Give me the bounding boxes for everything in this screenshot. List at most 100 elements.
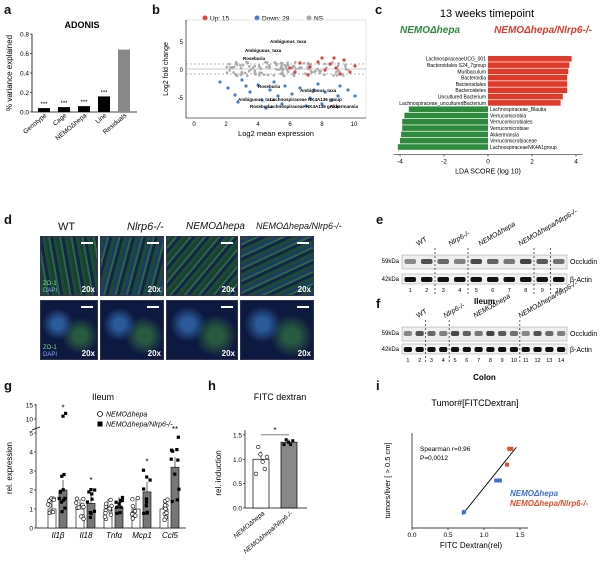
b-point-up (353, 64, 357, 68)
b-ytick: 0 (180, 68, 184, 74)
b-point-ns (323, 62, 327, 66)
b-annotation-0: Ambiguous_taxa (270, 39, 307, 44)
b-xtick: 2 (224, 122, 228, 128)
blot-band-occludin (439, 331, 448, 336)
blot-band-actin (427, 347, 436, 352)
b-point-ns (266, 61, 269, 64)
c-label-left-3: Verrucomicrobiae (490, 126, 529, 132)
g-point (170, 499, 174, 504)
g-point (177, 487, 181, 491)
b-point-down (308, 96, 312, 100)
western-blot-ileum: WT Nlrp6-/- NEMOΔhepa NEMOΔhepa/Nlrp6-/- 59k… (382, 208, 598, 306)
g-point (50, 510, 56, 515)
blot-band-occludin (486, 331, 495, 336)
g-point (59, 500, 64, 504)
b-point-ns (231, 65, 234, 69)
b-point-ns (232, 71, 235, 74)
g-point (88, 510, 92, 515)
blot-lane-3: 4 (442, 358, 445, 364)
g-point (164, 510, 169, 515)
c-title: 13 weeks timepoint (440, 8, 534, 20)
g-point (74, 500, 79, 505)
g-point (175, 447, 179, 452)
g-point (90, 497, 94, 501)
zoom-label: 20x (297, 349, 311, 358)
blot-band-actin (404, 277, 417, 282)
c-xtick-label: 0 (486, 159, 490, 166)
c-bar-right-2 (488, 68, 569, 75)
d-col-wt: WT (58, 221, 76, 233)
a-ytick-label: 0.4 (20, 71, 29, 78)
b-point-ns (310, 71, 314, 74)
blot-lane-3: 4 (458, 288, 461, 294)
b-point-ns (258, 71, 262, 75)
panel-a-label: a (4, 2, 12, 17)
blot-marker-0: 59kDa (382, 259, 400, 265)
b-point-ns (294, 67, 298, 71)
b-point-down (290, 92, 294, 96)
g-point (145, 475, 149, 479)
blot-band-occludin (453, 259, 466, 264)
b-point-up (334, 66, 338, 70)
h-ytick-label: 1.0 (233, 457, 242, 464)
blot-lane-11: 12 (534, 358, 540, 364)
b-point-ns (239, 66, 243, 70)
scale-bar (221, 306, 233, 308)
blot-band-occludin (403, 331, 413, 336)
blot-box-actin (401, 343, 568, 355)
c-bar-left-3 (402, 125, 488, 131)
a-bar-2 (78, 106, 90, 112)
blot-lane-9: 10 (556, 288, 562, 294)
blot-lane-1: 2 (425, 288, 428, 294)
b-point-ns (331, 74, 335, 77)
c-bar-right-1 (488, 62, 570, 68)
blot-lane-7: 8 (489, 358, 492, 364)
micrograph-r1-c1: 20x ZO-1 DAPI (40, 236, 98, 296)
i-xtick-label: 0.0 (407, 532, 416, 539)
b-point-down (283, 84, 287, 88)
b-point-ns (251, 66, 255, 69)
b-point-up (328, 62, 332, 66)
h-point (264, 454, 270, 459)
blot-band-actin (474, 347, 483, 352)
a-title: ADONIS (64, 20, 99, 30)
b-point-ns (281, 68, 285, 72)
blot-lane-2: 3 (430, 358, 433, 364)
b-point-down (236, 100, 240, 104)
blot-band-actin (420, 277, 433, 282)
g-ytick-label: 3 (29, 469, 33, 476)
g-point (109, 503, 114, 508)
b-point-ns (249, 68, 253, 71)
b-point-ns (306, 66, 309, 69)
micrograph-r2-c4: 20x (240, 300, 314, 360)
b-ytick: -5 (178, 96, 184, 102)
g-point (62, 472, 66, 477)
b-point-ns (262, 73, 266, 77)
b-point-down (320, 102, 324, 106)
g-legend-marker-0 (97, 411, 103, 417)
g-legend-marker-1 (97, 421, 103, 427)
blot-lane-5: 6 (491, 288, 494, 294)
b-annotation-5: Ambiguous_taxa (238, 97, 275, 102)
scale-bar (147, 306, 159, 308)
blot-band-occludin (498, 331, 507, 336)
c-label-right-0: LachnospiraceaeUCG_001 (426, 57, 487, 63)
blot-band-actin (486, 277, 499, 282)
g-point (47, 498, 52, 503)
b-point-ns (344, 67, 348, 71)
h-point (258, 452, 263, 457)
b-point-ns (267, 66, 271, 70)
b-legend-dot-2 (306, 15, 312, 21)
b-point-ns (253, 64, 257, 68)
blot-band-actin (498, 347, 507, 352)
b-point-up (332, 56, 336, 60)
g-bar-1-1 (86, 503, 96, 529)
c-bar-left-6 (397, 144, 488, 150)
g-point (142, 511, 146, 515)
b-point-ns (302, 61, 306, 65)
g-point-outlier (61, 414, 65, 418)
b-point-up (293, 70, 297, 74)
blot-band-actin (509, 347, 519, 352)
tumor-correlation-chart: Tumor#[FITCDextran] 0.0 0.5 1.0 1.5 FITC Dext… (383, 398, 589, 550)
b-point-ns (273, 61, 277, 64)
